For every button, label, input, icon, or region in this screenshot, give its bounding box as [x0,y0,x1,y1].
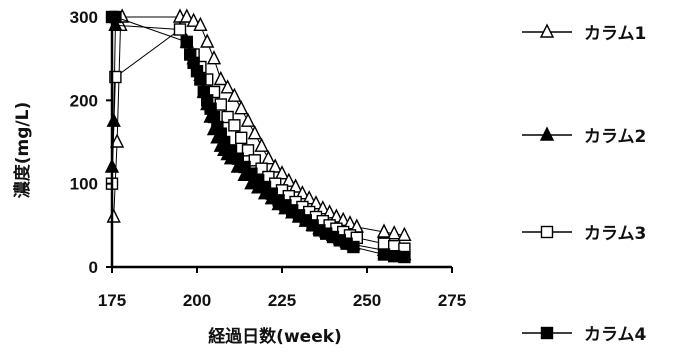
data-point [206,50,222,65]
data-point [221,110,234,124]
data-point [251,174,265,187]
legend-item: カラム3 [522,224,646,244]
data-point [193,16,208,32]
x-axis-title: 経過日数(week) [208,326,342,347]
data-point [179,8,194,23]
data-point [173,23,187,36]
y-tick-label: 100 [70,175,98,194]
data-point [376,223,392,238]
data-point [247,125,262,140]
data-point [234,100,249,115]
data-point [315,200,330,215]
data-point [388,249,401,263]
data-point [258,180,272,194]
data-point [238,160,251,174]
y-axis: 0 100 200 300 [70,8,114,277]
x-tick-label: 275 [438,291,466,310]
data-point [322,204,337,219]
x-tick-label: 200 [183,291,211,310]
data-point [109,133,125,148]
x-axis: 175 200 225 250 275 [98,265,466,310]
data-point [342,215,358,230]
data-point [347,240,360,254]
data-point [377,248,391,261]
data-point [302,190,317,205]
data-point [261,150,276,165]
legend-label: カラム3 [584,224,646,244]
legend-marker [540,225,554,239]
legend-label: カラム2 [584,127,646,147]
data-point [397,226,412,242]
data-point [240,112,256,127]
x-tick-label: 175 [98,291,126,310]
data-point [281,172,296,187]
legend-marker [540,326,554,340]
legend-marker [539,126,555,141]
data-point [109,70,122,84]
series-line [113,16,405,236]
data-point [336,211,351,227]
data-point [213,70,228,86]
data-point [248,154,262,167]
y-axis-title: 濃度(mg/L) [12,102,33,198]
data-point [387,225,402,240]
legend-label: カラム4 [584,325,646,345]
legend-item: カラム2 [522,126,646,147]
legend-item: カラム4 [522,325,646,345]
legend-marker [539,23,555,38]
x-tick-label: 225 [268,291,296,310]
data-point [234,131,248,145]
legend-label: カラム1 [584,24,646,44]
plot-area [104,8,412,264]
data-point [308,195,324,210]
x-tick-label: 250 [353,291,381,310]
data-point [377,237,391,250]
y-tick-label: 0 [89,258,98,277]
series-4 [105,10,411,264]
series-1 [106,8,412,242]
data-point [268,158,283,173]
data-point [217,135,231,149]
data-point [214,98,228,111]
data-point [274,165,290,180]
data-point [224,144,238,157]
data-point [398,250,411,264]
data-point [194,73,207,86]
y-tick-label: 300 [70,8,98,27]
data-point [186,12,201,27]
data-point [254,137,269,152]
data-point [265,187,278,200]
data-point [241,144,255,157]
legend-item: カラム1 [522,23,646,44]
data-point [288,178,303,193]
data-point [228,119,241,132]
y-tick-label: 200 [70,91,98,110]
data-point [220,79,235,94]
data-point [106,208,121,223]
data-point [227,87,242,102]
data-point [295,185,310,200]
data-point [329,208,344,223]
data-point [245,167,258,180]
legend: カラム1 カラム2 カラム3 カラム4 [522,23,646,345]
data-point [200,33,215,48]
data-point [231,152,245,165]
data-point [180,35,194,49]
